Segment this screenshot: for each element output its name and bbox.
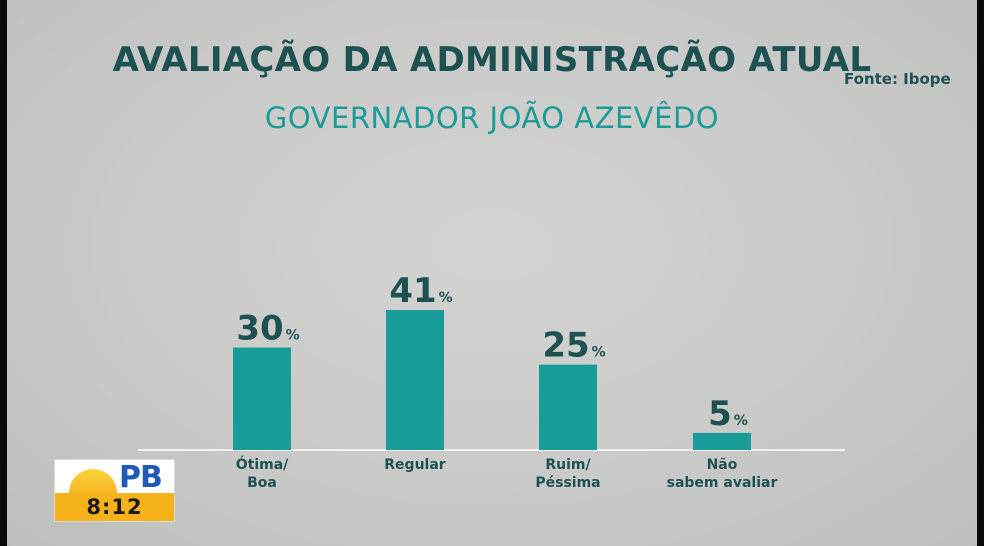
right-border bbox=[977, 0, 984, 546]
chart-subtitle: GOVERNADOR JOÃO AZEVÊDO bbox=[264, 101, 720, 135]
bar bbox=[539, 364, 597, 450]
source-label: Fonte: Ibope bbox=[844, 70, 951, 88]
data-label: 41% bbox=[389, 271, 452, 311]
channel-logo: PB 8:12 bbox=[54, 459, 175, 522]
bar bbox=[386, 310, 444, 450]
chart-title: AVALIAÇÃO DA ADMINISTRAÇÃO ATUAL bbox=[112, 40, 872, 80]
category-label: Ruim/Péssima bbox=[535, 457, 600, 491]
data-label: 5% bbox=[708, 394, 748, 434]
clock-time: 8:12 bbox=[55, 493, 174, 521]
bar bbox=[233, 347, 291, 450]
data-label: 30% bbox=[236, 309, 299, 349]
left-border bbox=[0, 0, 7, 546]
data-label: 25% bbox=[542, 326, 605, 366]
bar bbox=[693, 432, 751, 450]
sun-icon bbox=[55, 460, 174, 493]
category-label: Não sabem avaliar bbox=[667, 457, 778, 491]
logo-brand: PB bbox=[119, 460, 163, 495]
category-label: Ótima/Boa bbox=[236, 455, 289, 491]
category-label: Regular bbox=[384, 457, 446, 473]
